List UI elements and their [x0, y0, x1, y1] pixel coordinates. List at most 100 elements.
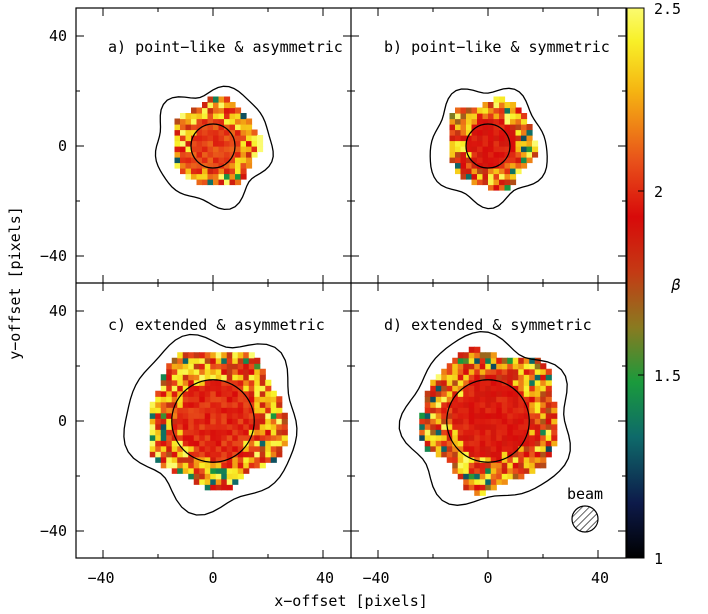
heatmap-cell	[449, 140, 456, 147]
tick-labels: −40 0 40 −40 0 40 40 0 −40 40 0 −40 x−of…	[6, 27, 609, 610]
heatmap-cell	[213, 129, 220, 136]
heatmap-cell	[177, 379, 184, 386]
heatmap-cell	[182, 440, 189, 447]
heatmap-cell	[177, 390, 184, 397]
heatmap-cell	[518, 390, 525, 397]
heatmap-cell	[180, 135, 187, 142]
heatmap-cell	[232, 423, 239, 430]
heatmap-cell	[196, 162, 203, 169]
heatmap-cell	[477, 113, 484, 120]
heatmap-cell	[474, 363, 481, 370]
heatmap-cell	[166, 418, 173, 425]
heatmap-cell	[215, 484, 222, 491]
heatmap-cell	[207, 173, 214, 180]
heatmap-cell	[202, 146, 209, 153]
heatmap-cell	[240, 118, 247, 125]
heatmap-cell	[235, 151, 242, 158]
heatmap-cell	[430, 401, 437, 408]
heatmap-cell	[204, 374, 211, 381]
heatmap-cell	[490, 467, 497, 474]
heatmap-cell	[435, 451, 442, 458]
heatmap-cell	[155, 401, 162, 408]
heatmap-cell	[160, 451, 167, 458]
heatmap-cell	[534, 363, 541, 370]
heatmap-cell	[471, 179, 478, 186]
heatmap-cell	[490, 451, 497, 458]
heatmap-cell	[479, 451, 486, 458]
heatmap-cell	[466, 140, 473, 147]
heatmap-cell	[180, 124, 187, 131]
heatmap-cell	[180, 162, 187, 169]
heatmap-cell	[232, 440, 239, 447]
heatmap-cell	[474, 462, 481, 469]
heatmap-cell	[246, 151, 253, 158]
heatmap-cell	[196, 107, 203, 114]
heatmap-cell	[232, 418, 239, 425]
heatmap-cell	[237, 445, 244, 452]
heatmap-cell	[490, 396, 497, 403]
heatmap-cell	[485, 462, 492, 469]
heatmap-cell	[204, 484, 211, 491]
heatmap-cell	[468, 462, 475, 469]
heatmap-cell	[455, 124, 462, 131]
heatmap-cell	[540, 456, 547, 463]
heatmap-cell	[510, 151, 517, 158]
heatmap-cell	[188, 423, 195, 430]
heatmap-cell	[221, 357, 228, 364]
heatmap-cell	[510, 118, 517, 125]
heatmap-cell	[237, 440, 244, 447]
heatmap-cell	[485, 445, 492, 452]
heatmap-cell	[452, 423, 459, 430]
heatmap-cell	[265, 456, 272, 463]
heatmap-cell	[224, 179, 231, 186]
heatmap-cell	[479, 456, 486, 463]
heatmap-cell	[166, 412, 173, 419]
heatmap-cell	[499, 135, 506, 142]
heatmap-cell	[221, 418, 228, 425]
heatmap-cell	[248, 407, 255, 414]
heatmap-cell	[512, 445, 519, 452]
heatmap-cell	[226, 363, 233, 370]
heatmap-cell	[499, 184, 506, 191]
heatmap-cell	[221, 473, 228, 480]
heatmap-cell	[232, 467, 239, 474]
heatmap-cell	[226, 407, 233, 414]
heatmap-cell	[452, 445, 459, 452]
heatmap-cell	[254, 407, 261, 414]
heatmap-cell	[193, 407, 200, 414]
heatmap-cell	[446, 445, 453, 452]
heatmap-cell	[490, 390, 497, 397]
heatmap-cell	[221, 462, 228, 469]
heatmap-cell	[499, 113, 506, 120]
heatmap-cell	[419, 418, 426, 425]
heatmap-cell	[235, 124, 242, 131]
heatmap-cell	[191, 168, 198, 175]
heatmap-cell	[468, 385, 475, 392]
heatmap-cell	[221, 385, 228, 392]
heatmap-cell	[160, 462, 167, 469]
heatmap-cell	[496, 401, 503, 408]
heatmap-cell	[504, 146, 511, 153]
heatmap-cell	[504, 168, 511, 175]
heatmap-cell	[507, 379, 514, 386]
heatmap-cell	[468, 407, 475, 414]
heatmap-cell	[488, 157, 495, 164]
heatmap-cell	[435, 379, 442, 386]
heatmap-cell	[485, 379, 492, 386]
heatmap-cell	[490, 445, 497, 452]
panel-title-b: b) point−like & symmetric	[384, 38, 610, 56]
heatmap-cell	[430, 434, 437, 441]
heatmap-cell	[237, 467, 244, 474]
heatmap-cell	[193, 401, 200, 408]
heatmap-cell	[457, 456, 464, 463]
heatmap-cell	[477, 162, 484, 169]
heatmap-cell	[488, 162, 495, 169]
heatmap-cell	[534, 379, 541, 386]
colorbar-tick-label: 1	[654, 550, 663, 568]
heatmap-cell	[493, 102, 500, 109]
heatmap-cell	[188, 368, 195, 375]
heatmap-cell	[507, 440, 514, 447]
heatmap-cell	[243, 434, 250, 441]
heatmap-cell	[501, 368, 508, 375]
heatmap-cell	[496, 434, 503, 441]
